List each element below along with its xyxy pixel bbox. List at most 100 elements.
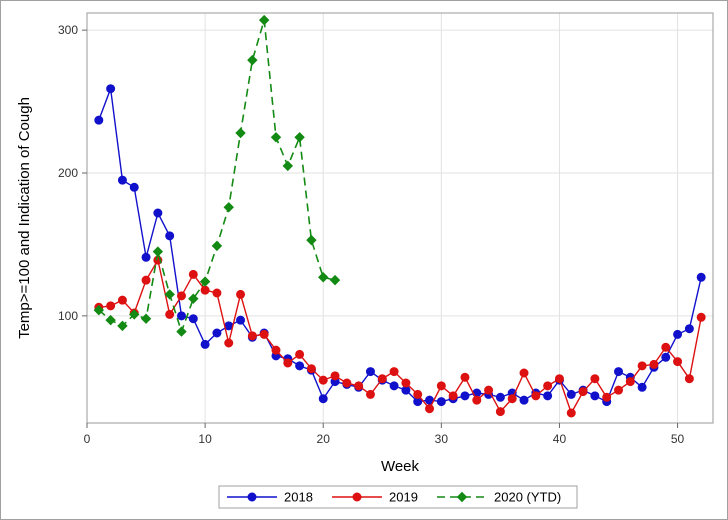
data-point	[223, 202, 234, 213]
data-point	[212, 328, 222, 338]
data-point	[117, 175, 127, 185]
data-point	[236, 315, 246, 325]
legend: 2018 2019 2020 (YTD)	[218, 485, 578, 509]
data-point	[590, 391, 600, 401]
legend-swatch-marker	[247, 492, 257, 502]
data-point	[625, 377, 635, 387]
legend-label: 2018	[284, 490, 313, 505]
data-point	[401, 378, 411, 388]
data-point	[696, 272, 706, 282]
data-point	[117, 295, 127, 305]
data-point	[436, 381, 446, 391]
x-tick-label: 10	[198, 432, 212, 446]
data-point	[637, 361, 647, 371]
data-point	[140, 313, 152, 324]
data-point	[224, 338, 234, 348]
data-point	[329, 274, 341, 286]
data-point	[176, 326, 187, 337]
data-point	[354, 381, 364, 391]
data-point	[484, 385, 494, 395]
data-point	[93, 304, 105, 316]
data-point	[294, 132, 305, 143]
data-point	[342, 378, 352, 388]
data-point	[684, 324, 694, 334]
data-point	[318, 394, 328, 404]
legend-label: 2019	[389, 490, 418, 505]
data-point	[236, 289, 246, 299]
data-point	[413, 389, 423, 399]
plot-area	[87, 13, 713, 423]
plot-border	[86, 12, 714, 424]
data-point	[389, 367, 399, 377]
data-point	[602, 392, 612, 402]
data-point	[117, 320, 128, 332]
data-point	[460, 372, 470, 382]
legend-label: 2020 (YTD)	[494, 490, 561, 505]
legend-swatch-marker	[352, 492, 362, 502]
y-tick-label: 200	[58, 166, 78, 180]
data-point	[106, 84, 116, 94]
data-point	[247, 331, 257, 341]
data-point	[460, 391, 470, 401]
data-point	[448, 391, 458, 401]
data-point	[377, 374, 387, 384]
data-point	[212, 288, 222, 298]
data-point	[365, 389, 375, 399]
data-point	[543, 391, 553, 401]
data-point	[306, 234, 317, 246]
data-point	[673, 357, 683, 367]
data-point	[472, 395, 482, 405]
data-point	[543, 381, 553, 391]
legend-swatch-marker	[456, 491, 468, 503]
data-point	[614, 367, 624, 377]
data-point	[519, 368, 529, 378]
data-point	[247, 54, 258, 66]
data-point	[165, 231, 175, 241]
data-point	[283, 358, 293, 368]
data-point	[152, 246, 164, 257]
data-point	[318, 272, 329, 283]
data-point	[614, 385, 624, 395]
data-point	[507, 394, 517, 404]
data-point	[554, 374, 564, 384]
data-point	[330, 371, 340, 381]
data-point	[270, 132, 282, 143]
data-point	[164, 289, 175, 300]
data-point	[566, 408, 576, 418]
legend-item: 2018	[227, 490, 313, 505]
data-point	[106, 301, 116, 311]
data-point	[389, 381, 399, 391]
data-point	[200, 285, 210, 295]
x-tick-label: 0	[84, 432, 91, 446]
data-point	[258, 14, 270, 26]
data-point	[94, 115, 104, 125]
data-point	[661, 342, 671, 352]
x-tick-label: 50	[671, 432, 685, 446]
data-point	[661, 352, 671, 362]
data-point	[141, 275, 151, 285]
data-point	[436, 397, 446, 407]
data-point	[188, 269, 198, 279]
legend-item: 2019	[332, 490, 418, 505]
data-point	[519, 395, 529, 405]
x-tick-label: 30	[435, 432, 449, 446]
data-point	[295, 361, 305, 371]
data-point	[129, 182, 139, 192]
data-point	[306, 364, 316, 374]
data-point	[365, 367, 375, 377]
data-point	[271, 345, 281, 355]
data-point	[165, 309, 175, 319]
data-point	[495, 407, 505, 417]
data-point	[176, 311, 186, 321]
series-2	[93, 14, 341, 337]
data-point	[188, 314, 198, 324]
x-tick-label: 20	[317, 432, 331, 446]
data-point	[590, 374, 600, 384]
data-point	[188, 293, 199, 304]
legend-box	[218, 485, 578, 509]
y-tick-label: 300	[58, 23, 78, 37]
data-point	[578, 387, 588, 397]
data-point	[295, 349, 305, 359]
x-tick-label: 40	[553, 432, 567, 446]
